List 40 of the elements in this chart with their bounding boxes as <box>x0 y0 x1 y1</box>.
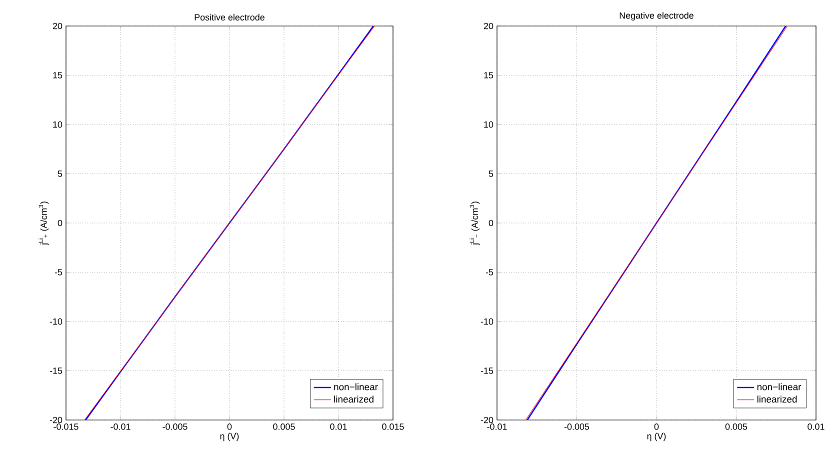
x-tick-label: 0.01 <box>808 424 824 430</box>
x-tick-label: 0 <box>654 424 659 430</box>
y-tick-label: 20 <box>484 22 494 30</box>
y-tick-label: -10 <box>50 318 62 325</box>
y-tick-label: -20 <box>50 416 62 424</box>
y-tick-label: 5 <box>58 170 62 177</box>
legend-label: non−linear <box>757 383 802 390</box>
y-tick-label: -15 <box>50 368 62 374</box>
y-tick-label: -20 <box>480 416 494 424</box>
y-axis-title: j$^{Li}$$_{−}$ (A/cm$^{3}$) <box>470 202 480 246</box>
x-tick-label: -0.005 <box>162 424 188 430</box>
x-tick-label: 0.005 <box>725 424 748 430</box>
y-tick-label: 5 <box>488 170 494 177</box>
legend-label: non−linear <box>334 383 378 390</box>
y-tick-label: -5 <box>486 269 494 276</box>
y-tick-label: -10 <box>480 318 494 325</box>
y-tick-label: -5 <box>54 269 62 276</box>
y-tick-label: 20 <box>52 22 62 30</box>
x-tick-label: 0.015 <box>382 424 404 430</box>
x-tick-label: 0.01 <box>330 424 347 430</box>
chart-title: Negative electrode <box>620 12 694 20</box>
x-tick-label: -0.01 <box>487 424 507 430</box>
x-tick-label: -0.015 <box>54 424 78 430</box>
x-tick-label: -0.01 <box>110 424 130 430</box>
x-tick-label: 0 <box>227 424 232 430</box>
y-tick-label: 15 <box>53 72 62 78</box>
y-tick-label: 15 <box>484 72 494 78</box>
y-axis-title: j$^{Li}$$_{+}$ (A/cm$^{3}$) <box>38 202 49 246</box>
x-tick-label: -0.005 <box>564 424 590 430</box>
y-tick-label: 10 <box>53 121 62 128</box>
legend-label: linearized <box>334 396 374 403</box>
x-tick-label: 0.005 <box>273 424 295 430</box>
x-axis-title: η (V) <box>220 432 239 442</box>
y-tick-label: 0 <box>488 220 494 226</box>
legend-label: linearized <box>757 396 797 403</box>
chart-title: Positive electrode <box>194 14 264 20</box>
y-tick-label: -15 <box>480 368 494 374</box>
y-tick-label: 0 <box>58 220 62 226</box>
x-axis-title: η (V) <box>647 432 666 442</box>
y-tick-label: 10 <box>484 121 494 128</box>
